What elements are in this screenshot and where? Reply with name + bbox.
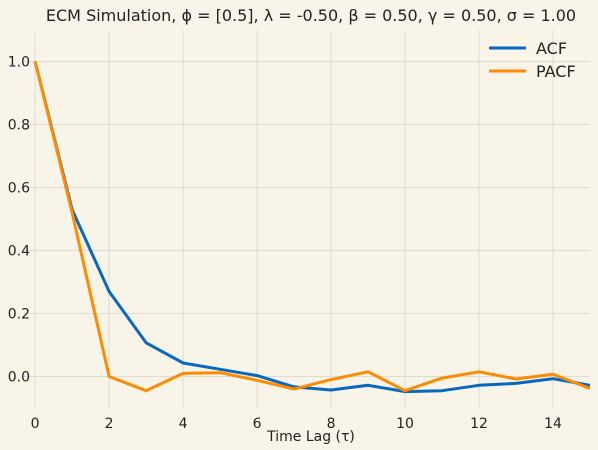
chart-title: ECM Simulation, ϕ = [0.5], λ = -0.50, β …: [46, 6, 576, 25]
x-tick-label: 6: [253, 416, 262, 432]
series-line-acf: [33, 61, 591, 394]
y-tick-label: 0.0: [8, 370, 30, 386]
x-axis-label: Time Lag (τ): [266, 429, 355, 445]
x-tick-label: 10: [396, 416, 414, 432]
y-tick-label: 1.0: [8, 55, 30, 71]
grid: [24, 30, 590, 408]
series-line-pacf: [33, 61, 591, 393]
y-tick-label: 0.6: [8, 181, 30, 197]
legend-label-acf: ACF: [536, 39, 567, 58]
y-tick-label: 0.8: [8, 118, 30, 134]
x-tick-label: 2: [105, 416, 114, 432]
tick-labels: 0 2 4 6 8 10 12 14 0.0 0.2 0.4 0.6 0.8 1.0: [8, 55, 562, 433]
x-tick-label: 4: [179, 416, 188, 432]
x-tick-label: 0: [31, 416, 40, 432]
legend: ACF PACF: [489, 39, 576, 81]
y-tick-label: 0.4: [8, 244, 30, 260]
x-tick-label: 8: [327, 416, 336, 432]
series-lines: [33, 61, 591, 394]
x-tick-label: 14: [544, 416, 562, 432]
y-tick-label: 0.2: [8, 307, 30, 323]
legend-label-pacf: PACF: [536, 62, 576, 81]
x-tick-label: 12: [470, 416, 488, 432]
